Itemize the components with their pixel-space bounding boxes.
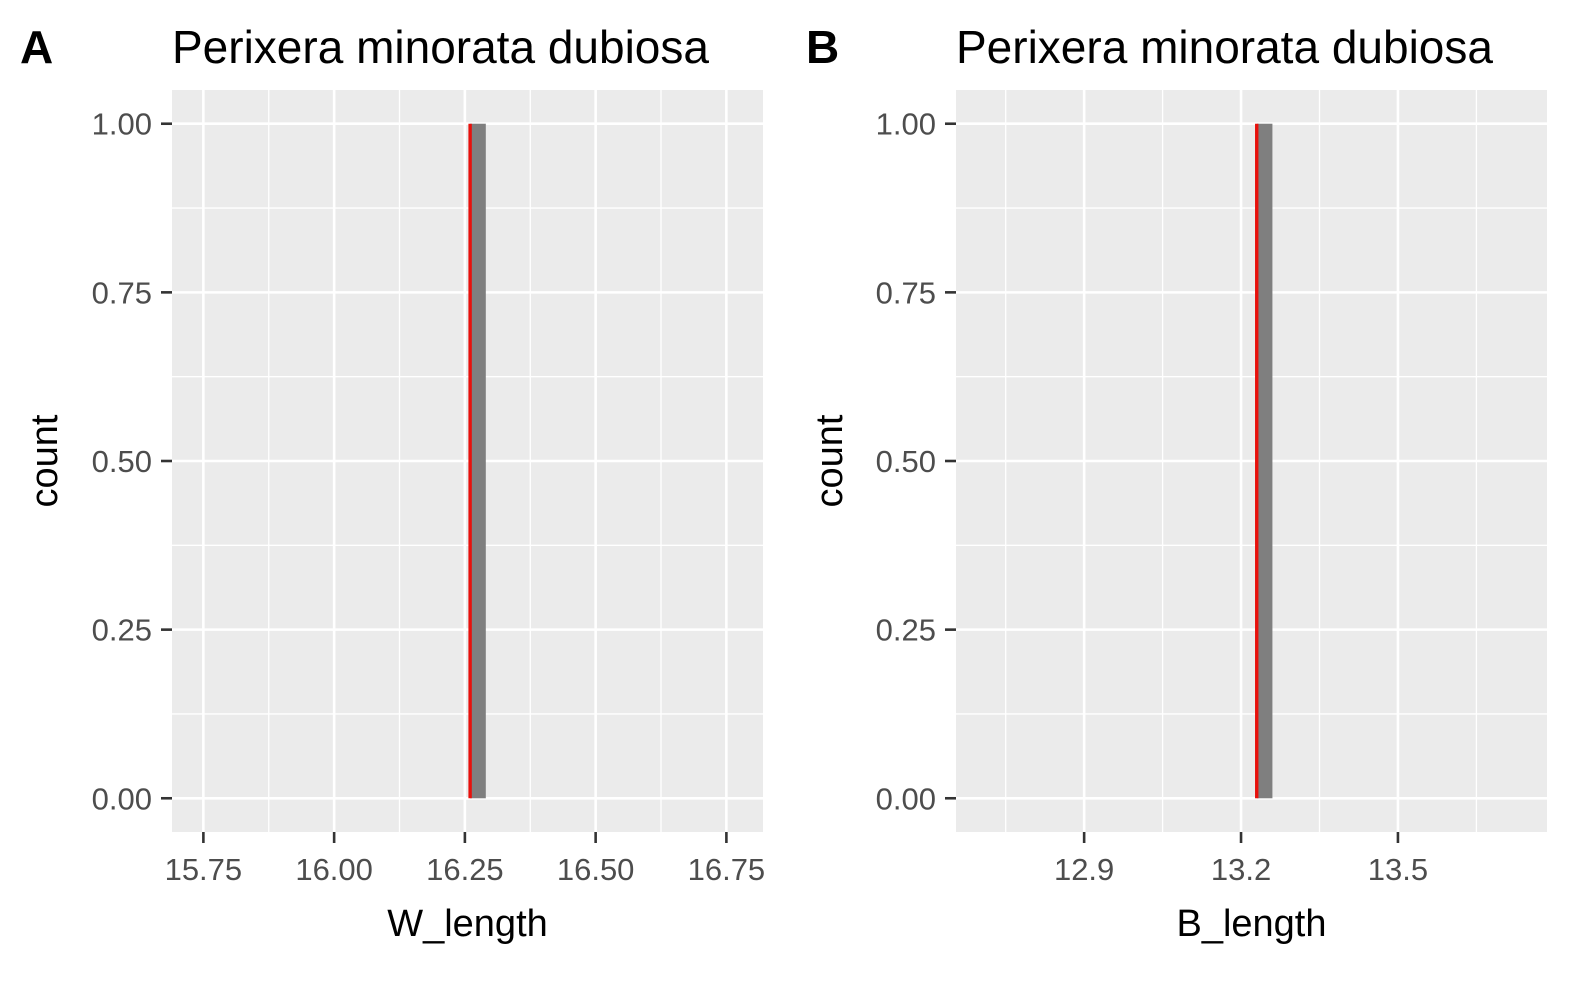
panel-tag: A [20, 21, 53, 73]
panel-title: Perixera minorata dubiosa [172, 21, 709, 73]
x-axis-title: W_length [387, 903, 548, 945]
panel-title-clip: Perixera minorata dubiosa [956, 21, 1493, 73]
x-tick-label: 13.5 [1368, 852, 1428, 887]
panel-b: B Perixera minorata dubiosa 0.00 0.25 0.50 0.… [806, 21, 1547, 945]
x-tick-label: 13.2 [1211, 852, 1271, 887]
x-tick-label: 12.9 [1054, 852, 1114, 887]
y-tick-label: 0.00 [876, 781, 936, 816]
y-axis-title: count [809, 414, 851, 507]
y-tick-label: 0.50 [92, 444, 152, 479]
y-tick-label: 0.00 [92, 781, 152, 816]
y-tick-label: 1.00 [876, 107, 936, 142]
x-tick-label: 16.25 [426, 852, 504, 887]
panel-title: Perixera minorata dubiosa [956, 21, 1493, 73]
x-tick-label: 16.50 [557, 852, 635, 887]
histogram-bar [470, 123, 486, 799]
y-tick-label: 0.25 [92, 613, 152, 648]
panel-title-clip: Perixera minorata dubiosa [172, 21, 709, 73]
y-tick-label: 0.50 [876, 444, 936, 479]
y-tick-label: 0.75 [876, 275, 936, 310]
panel-tag: B [806, 21, 839, 73]
x-tick-label: 16.75 [688, 852, 766, 887]
y-tick-label: 0.75 [92, 275, 152, 310]
y-axis-title: count [24, 414, 66, 507]
x-tick-label: 16.00 [295, 852, 373, 887]
x-axis-title: B_length [1176, 903, 1326, 945]
y-tick-label: 1.00 [92, 107, 152, 142]
y-tick-label: 0.25 [876, 613, 936, 648]
x-tick-label: 15.75 [165, 852, 243, 887]
panel-a: A Perixera minorata dubiosa 0.00 0.25 0.50 0.… [20, 21, 765, 945]
histogram-bar [1256, 123, 1273, 799]
